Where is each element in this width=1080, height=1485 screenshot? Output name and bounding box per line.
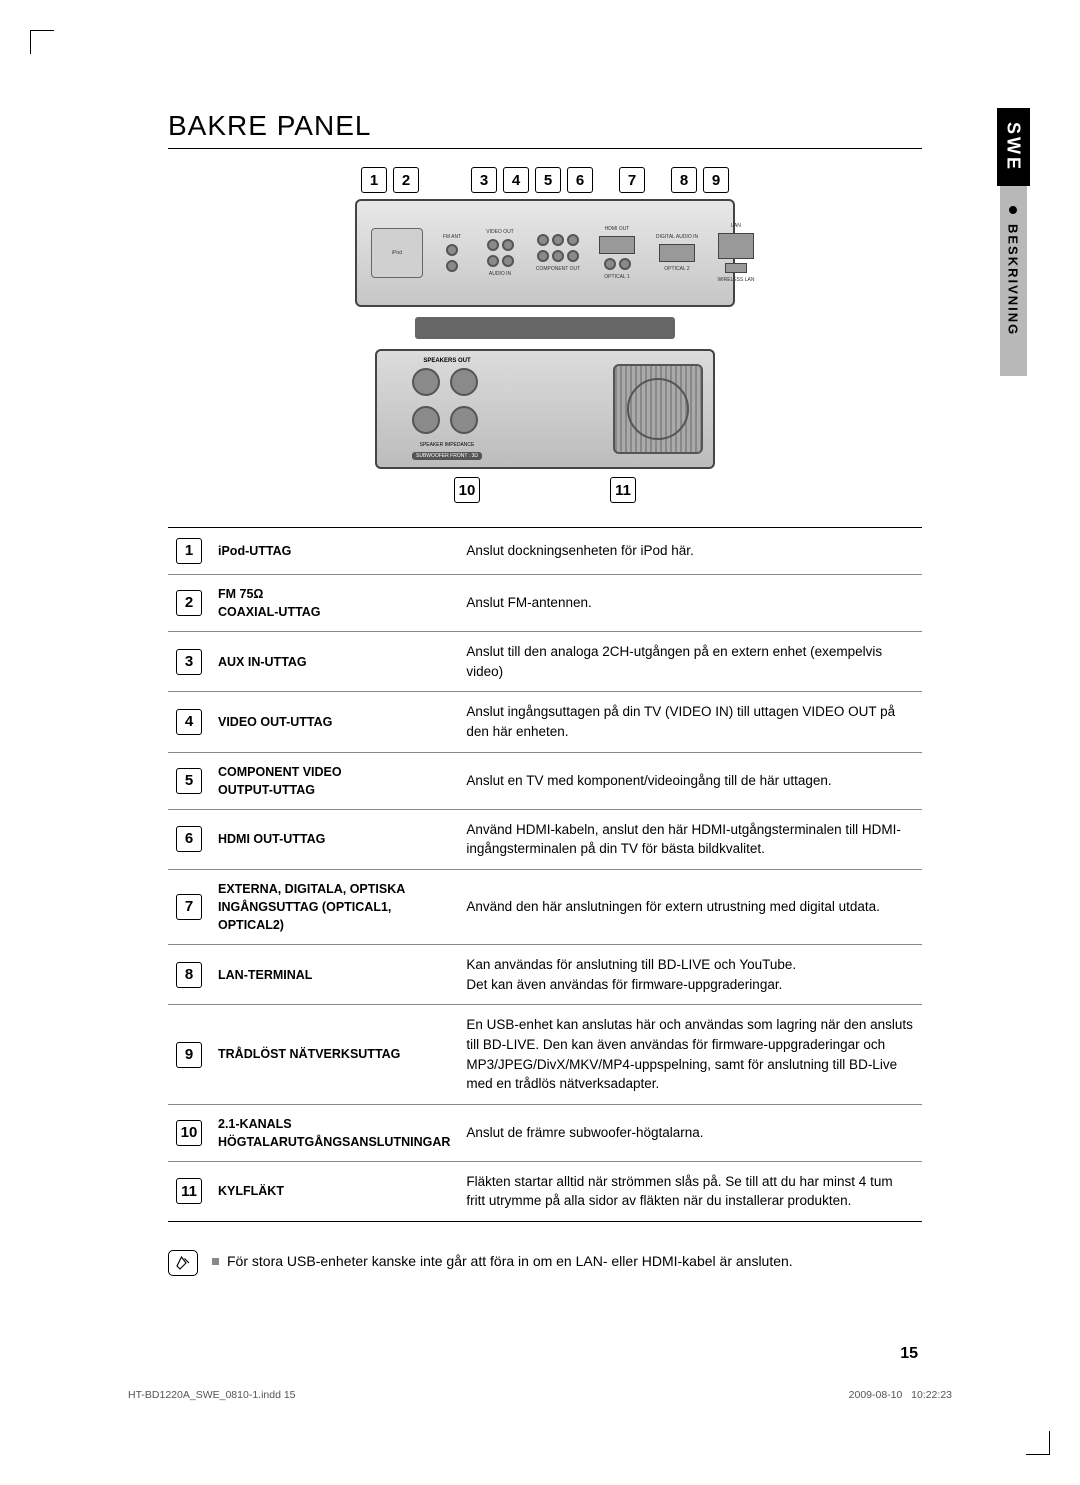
table-row: 9 TRÅDLÖST NÄTVERKSUTTAGEn USB-enhet kan …	[168, 1005, 922, 1104]
optical1-label: OPTICAL 1	[604, 274, 629, 280]
row-desc: Fläkten startar alltid när strömmen slås…	[458, 1161, 922, 1221]
manual-page: SWE BESKRIVNING BAKRE PANEL 1 2 3 4 5 6 …	[48, 50, 1032, 1435]
table-row: 6 HDMI OUT-UTTAGAnvänd HDMI-kabeln, anslu…	[168, 809, 922, 869]
row-desc: Använd HDMI-kabeln, anslut den här HDMI-…	[458, 809, 922, 869]
fan-illustration	[613, 364, 703, 454]
table-row: 7 EXTERNA, DIGITALA, OPTISKAINGÅNGSUTTAG …	[168, 869, 922, 944]
hdmi-out-label: HDMI OUT	[605, 226, 630, 232]
digital-audio-in-label: DIGITAL AUDIO IN	[656, 234, 698, 240]
row-num-box: 8	[176, 962, 202, 988]
row-num-box: 4	[176, 709, 202, 735]
row-label: AUX IN-UTTAG	[210, 632, 458, 692]
side-lang: SWE	[997, 108, 1030, 186]
row-label: 2.1-KANALSHÖGTALARUTGÅNGSANSLUTNINGAR	[210, 1104, 458, 1161]
note-row: För stora USB-enheter kanske inte går at…	[168, 1250, 922, 1276]
footer-date: 2009-08-10	[849, 1389, 903, 1401]
table-row: 8 LAN-TERMINALKan användas för anslutning…	[168, 945, 922, 1005]
row-label: FM 75ΩCOAXIAL-UTTAG	[210, 575, 458, 632]
row-label: KYLFLÄKT	[210, 1161, 458, 1221]
row-desc: Anslut en TV med komponent/videoingång t…	[458, 752, 922, 809]
callout-3: 3	[471, 167, 497, 193]
table-row: 4 VIDEO OUT-UTTAGAnslut ingångsuttagen på…	[168, 692, 922, 752]
row-num-box: 6	[176, 826, 202, 852]
row-desc: Anslut till den analoga 2CH-utgången på …	[458, 632, 922, 692]
speaker-impedance-label: SPEAKER IMPEDANCE	[420, 442, 475, 448]
row-label: iPod-UTTAG	[210, 528, 458, 575]
callout-11: 11	[610, 477, 636, 503]
row-label: COMPONENT VIDEOOUTPUT-UTTAG	[210, 752, 458, 809]
row-num-box: 2	[176, 590, 202, 616]
row-desc: Anslut ingångsuttagen på din TV (VIDEO I…	[458, 692, 922, 752]
note-text: För stora USB-enheter kanske inte går at…	[212, 1250, 793, 1269]
table-row: 5 COMPONENT VIDEOOUTPUT-UTTAGAnslut en TV…	[168, 752, 922, 809]
video-out-label: VIDEO OUT	[486, 229, 514, 235]
note-icon	[168, 1250, 198, 1276]
page-title: BAKRE PANEL	[168, 110, 922, 149]
table-row: 11 KYLFLÄKTFläkten startar alltid när str…	[168, 1161, 922, 1221]
row-num-box: 5	[176, 768, 202, 794]
ipod-label: iPod	[392, 250, 402, 256]
footer-datetime: 2009-08-10 10:22:23	[849, 1389, 952, 1401]
row-label: EXTERNA, DIGITALA, OPTISKAINGÅNGSUTTAG (…	[210, 869, 458, 944]
connector-table: 1 iPod-UTTAGAnslut dockningsenheten för i…	[168, 527, 922, 1222]
row-desc: En USB-enhet kan anslutas här och använd…	[458, 1005, 922, 1104]
speakers-out-label: SPEAKERS OUT	[423, 358, 470, 364]
row-num-box: 9	[176, 1042, 202, 1068]
row-desc: Anslut FM-antennen.	[458, 575, 922, 632]
row-desc: Kan användas för anslutning till BD-LIVE…	[458, 945, 922, 1005]
row-num-box: 3	[176, 649, 202, 675]
row-desc: Anslut de främre subwoofer-högtalarna.	[458, 1104, 922, 1161]
device-top-illustration: iPod FM ANT VIDEO OUT AUDIO IN	[355, 199, 735, 307]
page-number: 15	[900, 1345, 918, 1363]
callout-9: 9	[703, 167, 729, 193]
row-label: LAN-TERMINAL	[210, 945, 458, 1005]
callout-5: 5	[535, 167, 561, 193]
callout-2: 2	[393, 167, 419, 193]
row-num-box: 1	[176, 538, 202, 564]
side-tab: SWE BESKRIVNING	[994, 108, 1032, 588]
callout-4: 4	[503, 167, 529, 193]
mid-strip-illustration	[415, 317, 675, 339]
row-label: VIDEO OUT-UTTAG	[210, 692, 458, 752]
lan-label: LAN	[731, 223, 741, 229]
audio-in-label: AUDIO IN	[489, 271, 511, 277]
optical2-label: OPTICAL 2	[664, 266, 689, 272]
row-num-box: 7	[176, 894, 202, 920]
callout-6: 6	[567, 167, 593, 193]
callout-8: 8	[671, 167, 697, 193]
footer-time: 10:22:23	[911, 1389, 952, 1401]
note-body: För stora USB-enheter kanske inte går at…	[227, 1253, 793, 1269]
side-section-label: BESKRIVNING	[1006, 224, 1021, 336]
row-num-box: 11	[176, 1178, 202, 1204]
subwoofer-label: SUBWOOFER FRONT : 3Ω	[412, 452, 482, 460]
callout-row-bottom: 10 11	[168, 477, 922, 503]
row-num-box: 10	[176, 1120, 202, 1146]
row-label: TRÅDLÖST NÄTVERKSUTTAG	[210, 1005, 458, 1104]
row-desc: Anslut dockningsenheten för iPod här.	[458, 528, 922, 575]
table-row: 1 iPod-UTTAGAnslut dockningsenheten för i…	[168, 528, 922, 575]
callout-1: 1	[361, 167, 387, 193]
callout-row-top: 1 2 3 4 5 6 7 8 9	[168, 167, 922, 193]
wireless-lan-label: WIRELESS LAN	[718, 277, 755, 283]
callout-7: 7	[619, 167, 645, 193]
table-row: 3 AUX IN-UTTAGAnslut till den analoga 2CH…	[168, 632, 922, 692]
table-row: 2 FM 75ΩCOAXIAL-UTTAGAnslut FM-antennen.	[168, 575, 922, 632]
side-section: BESKRIVNING	[1000, 186, 1027, 376]
component-out-label: COMPONENT OUT	[536, 266, 580, 272]
row-desc: Använd den här anslutningen för extern u…	[458, 869, 922, 944]
footer-file: HT-BD1220A_SWE_0810-1.indd 15	[128, 1389, 296, 1401]
callout-10: 10	[454, 477, 480, 503]
note-bullet-icon	[212, 1258, 219, 1265]
row-label: HDMI OUT-UTTAG	[210, 809, 458, 869]
device-bottom-illustration: SPEAKERS OUT SPEAKER IMPEDANCE SUBWOOFER…	[375, 349, 715, 469]
fm-ant-label: FM ANT	[443, 234, 461, 240]
rear-panel-diagram: 1 2 3 4 5 6 7 8 9 iPod FM AN	[168, 167, 922, 503]
table-row: 10 2.1-KANALSHÖGTALARUTGÅNGSANSLUTNINGARA…	[168, 1104, 922, 1161]
